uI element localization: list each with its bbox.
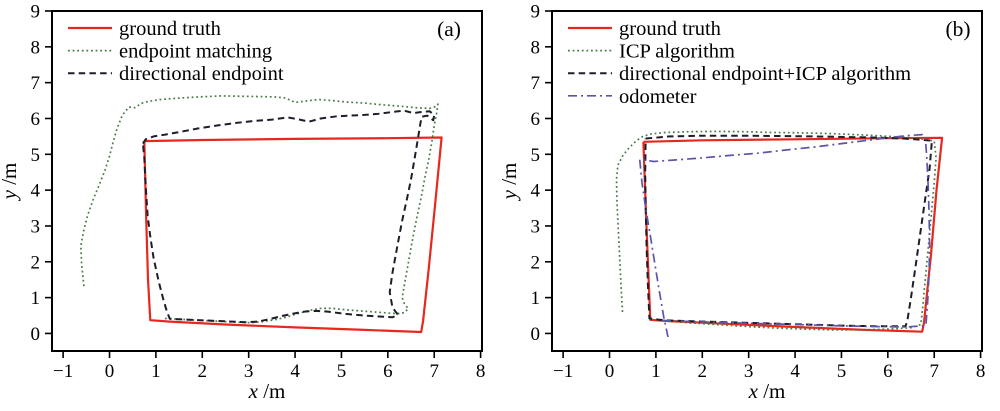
- x-tick-label: 2: [198, 361, 208, 382]
- y-tick-label: 0: [31, 324, 41, 345]
- plot-frame: [551, 10, 983, 352]
- x-tick-label: 3: [744, 361, 754, 382]
- y-axis: 0 1 2 3 4 5 6 7 8 9: [31, 2, 52, 345]
- panel-label: (a): [437, 17, 461, 41]
- panel-a: −1 0 1 2 3 4 5 6 7 8 0 1 2 3 4 5 6 7 8 9 x /m y /m ground trut…: [0, 2, 485, 404]
- x-axis-label: x /m: [248, 379, 286, 403]
- x-tick-label: 3: [244, 361, 254, 382]
- y-tick-label: 4: [31, 181, 41, 202]
- legend-item-directional-endpoint-icp-algorithm: directional endpoint+ICP algorithm: [568, 63, 911, 85]
- x-tick-label: −1: [553, 361, 573, 382]
- x-tick-label: 7: [429, 361, 439, 382]
- y-tick-label: 7: [531, 73, 541, 94]
- x-tick-label: 7: [929, 361, 939, 382]
- y-tick-label: 4: [531, 181, 541, 202]
- legend-label: endpoint matching: [119, 41, 272, 63]
- x-tick-label: 6: [883, 361, 893, 382]
- legend-item-odometer: odometer: [568, 86, 697, 108]
- legend-item-directional-endpoint: directional endpoint: [68, 63, 284, 85]
- series-icp-algorithm: [615, 130, 937, 331]
- series-ground-truth: [143, 136, 443, 334]
- x-tick-label: 0: [605, 361, 615, 382]
- legend-item-ground-truth: ground truth: [568, 18, 721, 40]
- plot-frame: [51, 10, 483, 352]
- y-tick-label: 3: [31, 216, 41, 237]
- series-directional-endpoint-icp-algorithm: [644, 134, 933, 328]
- y-tick-label: 1: [31, 288, 41, 309]
- legend-label: directional endpoint+ICP algorithm: [619, 63, 911, 85]
- panel-label: (b): [945, 17, 970, 41]
- series-ground-truth: [642, 136, 944, 333]
- series-odometer: [638, 133, 931, 338]
- y-tick-label: 7: [31, 73, 41, 94]
- y-axis-label: y /m: [500, 163, 521, 202]
- plot-a-svg: −1 0 1 2 3 4 5 6 7 8 0 1 2 3 4 5 6 7 8 9 x /m y /m ground trut…: [0, 2, 485, 404]
- legend-item-icp-algorithm: ICP algorithm: [568, 41, 735, 63]
- x-tick-label: 8: [476, 361, 486, 382]
- x-tick-label: 1: [651, 361, 661, 382]
- legend-label: odometer: [619, 86, 697, 108]
- x-tick-label: 4: [290, 361, 300, 382]
- y-tick-label: 0: [531, 324, 541, 345]
- y-tick-label: 8: [531, 37, 541, 58]
- legend-label: directional endpoint: [119, 63, 284, 85]
- y-tick-label: 2: [531, 252, 541, 273]
- x-tick-label: 1: [151, 361, 161, 382]
- x-axis: −1 0 1 2 3 4 5 6 7 8: [53, 351, 485, 382]
- x-tick-label: 5: [837, 361, 847, 382]
- x-tick-label: 4: [790, 361, 800, 382]
- x-tick-label: 6: [383, 361, 393, 382]
- panel-b: −1 0 1 2 3 4 5 6 7 8 0 1 2 3 4 5 6 7 8 9 x /m y /m ground trut…: [497, 0, 1000, 411]
- y-tick-label: 9: [31, 2, 41, 23]
- x-tick-label: 8: [976, 361, 986, 382]
- x-axis-label: x /m: [748, 379, 786, 403]
- y-tick-label: 3: [531, 216, 541, 237]
- legend-label: ground truth: [119, 18, 221, 40]
- series-endpoint-matching: [79, 95, 439, 324]
- y-tick-label: 5: [531, 145, 541, 166]
- y-axis-label: y /m: [0, 163, 21, 202]
- series-directional-endpoint: [141, 109, 436, 324]
- x-tick-label: −1: [53, 361, 73, 382]
- y-tick-label: 5: [31, 145, 41, 166]
- x-axis: −1 0 1 2 3 4 5 6 7 8: [553, 351, 985, 382]
- legend-label: ICP algorithm: [619, 41, 735, 63]
- legend-item-ground-truth: ground truth: [68, 18, 221, 40]
- x-tick-label: 2: [698, 361, 708, 382]
- legend-label: ground truth: [619, 18, 721, 40]
- y-tick-label: 6: [31, 109, 41, 130]
- x-tick-label: 5: [337, 361, 347, 382]
- y-tick-label: 6: [531, 109, 541, 130]
- plot-b-svg: −1 0 1 2 3 4 5 6 7 8 0 1 2 3 4 5 6 7 8 9 x /m y /m ground trut…: [497, 2, 985, 404]
- y-tick-label: 8: [31, 37, 41, 58]
- y-tick-label: 2: [31, 252, 41, 273]
- y-axis: 0 1 2 3 4 5 6 7 8 9: [531, 2, 552, 345]
- legend-item-endpoint-matching: endpoint matching: [68, 41, 272, 63]
- y-tick-label: 1: [531, 288, 541, 309]
- y-tick-label: 9: [531, 2, 541, 23]
- x-tick-label: 0: [105, 361, 115, 382]
